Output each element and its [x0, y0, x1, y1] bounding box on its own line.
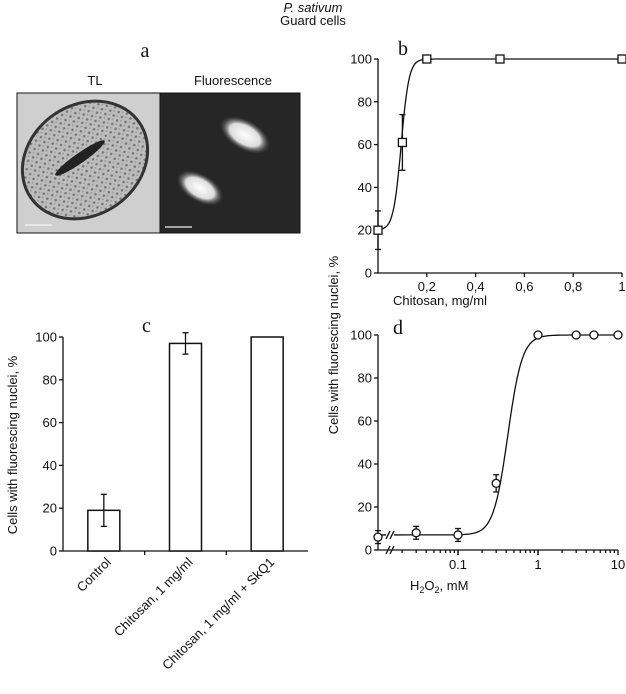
- d-curve-break: [385, 530, 391, 540]
- fluorescence-micrograph: [159, 92, 301, 234]
- b-x-tick-label: 0,6: [515, 279, 533, 294]
- b-data-point: [495, 54, 505, 64]
- panel-c-label: c: [142, 315, 151, 337]
- b-fit-curve: [377, 58, 622, 231]
- d-axis-break: [389, 545, 395, 555]
- subtitle: Guard cells: [280, 13, 346, 28]
- c-x-tick-label: Chitosan, 1 mg/ml: [111, 554, 196, 639]
- b-x-axis-label: Chitosan, mg/ml: [393, 293, 487, 308]
- d-y-tick-label: 100: [350, 328, 372, 343]
- c-y-tick-label: 100: [35, 330, 57, 345]
- chart-b: 0 20 40 60 80 100 0,2 0,4 0,6 0,8 1: [350, 52, 626, 294]
- d-y-tick-label: 40: [358, 457, 372, 472]
- c-y-tick-label: 20: [43, 501, 57, 516]
- d-y-tick-label: 60: [358, 414, 372, 429]
- species-title: P. sativum: [283, 0, 342, 15]
- d-data-point: [613, 330, 623, 340]
- c-y-axis-label: Cells with fluorescing nuclei, %: [5, 355, 20, 534]
- d-data-point: [373, 532, 383, 542]
- b-data-point: [422, 54, 432, 64]
- panel-d-label: d: [393, 317, 403, 339]
- b-x-tick-label: 0,8: [564, 279, 582, 294]
- d-x-axis-label: H2O2, mM: [410, 578, 468, 595]
- c-y-tick-label: 40: [43, 458, 57, 473]
- d-data-point: [533, 330, 543, 340]
- chart-d: 0 20 40 60 80 100 0.1 1 10: [350, 328, 625, 573]
- b-y-tick-label: 100: [350, 52, 372, 67]
- d-x-tick-label: 10: [611, 557, 625, 572]
- c-bar: [168, 342, 203, 552]
- panel-b-label: b: [398, 38, 408, 60]
- d-y-tick-label: 20: [358, 500, 372, 515]
- b-y-tick-label: 80: [358, 94, 372, 109]
- bd-y-axis-label: Cells with fluorescing nuclei, %: [326, 255, 341, 434]
- fluorescence-title: Fluorescence: [194, 73, 272, 88]
- panel-a-label: a: [141, 40, 150, 62]
- b-y-tick-label: 40: [358, 180, 372, 195]
- b-y-tick-label: 20: [358, 223, 372, 238]
- b-y-tick-label: 0: [365, 266, 372, 281]
- d-curve-break: [389, 530, 395, 540]
- d-data-point: [589, 330, 599, 340]
- d-data-point: [491, 478, 501, 489]
- d-axis-break: [385, 545, 391, 555]
- d-data-point: [453, 530, 463, 540]
- b-x-tick-label: 0,4: [467, 279, 485, 294]
- tl-micrograph: [16, 92, 161, 234]
- c-y-tick-label: 60: [43, 415, 57, 430]
- d-x-tick-label: 1: [534, 557, 541, 572]
- c-bar: [250, 336, 284, 552]
- b-data-point: [397, 137, 408, 148]
- b-x-tick-label: 0,2: [418, 279, 436, 294]
- b-x-tick-label: 1: [618, 279, 625, 294]
- b-y-tick-label: 60: [358, 137, 372, 152]
- d-y-tick-label: 80: [358, 371, 372, 386]
- d-data-point: [571, 330, 581, 340]
- c-y-tick-label: 0: [50, 544, 57, 559]
- c-y-tick-label: 80: [43, 372, 57, 387]
- c-x-tick-label: Control: [74, 554, 114, 594]
- b-data-point: [617, 54, 626, 64]
- d-fit-curve: [378, 334, 618, 536]
- tl-title: TL: [87, 73, 102, 88]
- d-x-tick-label: 0.1: [449, 557, 467, 572]
- d-data-point: [411, 528, 421, 538]
- d-y-tick-label: 0: [365, 543, 372, 558]
- b-data-point: [373, 225, 383, 235]
